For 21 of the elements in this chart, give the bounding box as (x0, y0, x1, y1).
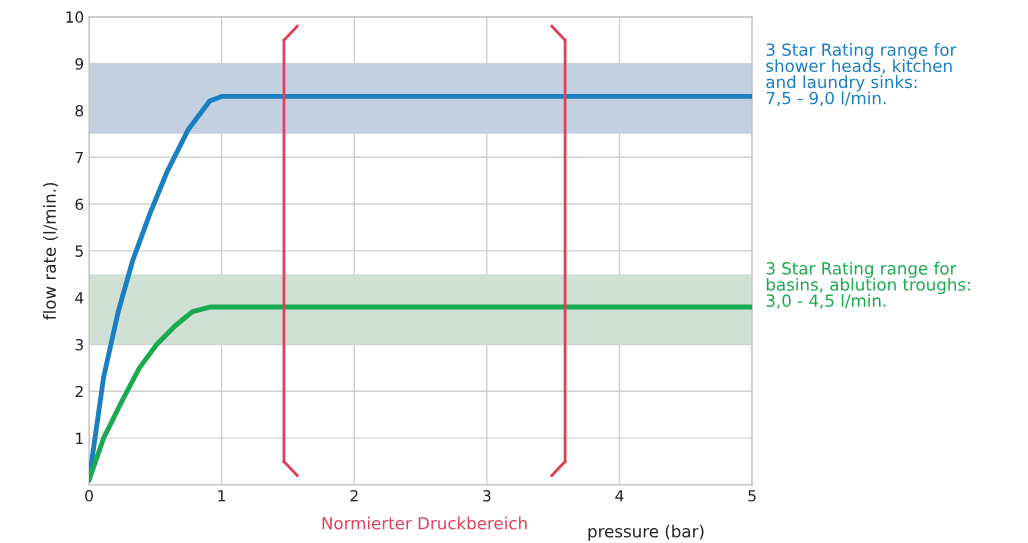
y-axis-title: flow rate (l/min.) (43, 182, 58, 320)
x-tick-label: 1 (218, 490, 226, 502)
y-tick-label: 5 (75, 245, 83, 257)
y-tick-label: 6 (75, 198, 84, 211)
x-tick-label: 5 (748, 490, 756, 502)
y-tick-label: 3 (75, 338, 83, 351)
y-tick-label: 9 (75, 58, 84, 70)
band-label: 3 Star Rating range for shower heads, kitchen and laundry sinks: 7,5 - 9,0 l/min. (766, 43, 957, 107)
y-tick-label: 7 (75, 151, 83, 164)
y-tick-label: 1 (76, 432, 83, 444)
x-tick-label: 0 (85, 490, 93, 502)
y-tick-label: 4 (75, 292, 84, 304)
y-tick-label: 10 (66, 11, 84, 23)
y-tick-label: 2 (75, 385, 83, 398)
band-label: 3 Star Rating range for basins, ablution troughs: 3,0 - 4,5 l/min. (766, 261, 970, 309)
x-axis-title: pressure (bar) (588, 524, 704, 541)
x-tick-label: 3 (483, 490, 491, 502)
x-tick-label: 4 (615, 490, 624, 502)
x-tick-label: 2 (350, 490, 358, 502)
text: Normierter Druckbereich (322, 516, 527, 530)
y-tick-label: 8 (75, 104, 84, 117)
